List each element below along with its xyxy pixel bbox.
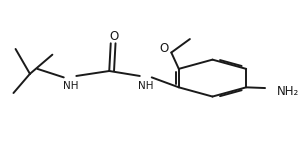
Text: O: O xyxy=(109,30,118,43)
Text: NH₂: NH₂ xyxy=(277,85,299,98)
Text: O: O xyxy=(159,42,168,56)
Text: NH: NH xyxy=(138,81,154,91)
Text: NH: NH xyxy=(63,81,78,91)
